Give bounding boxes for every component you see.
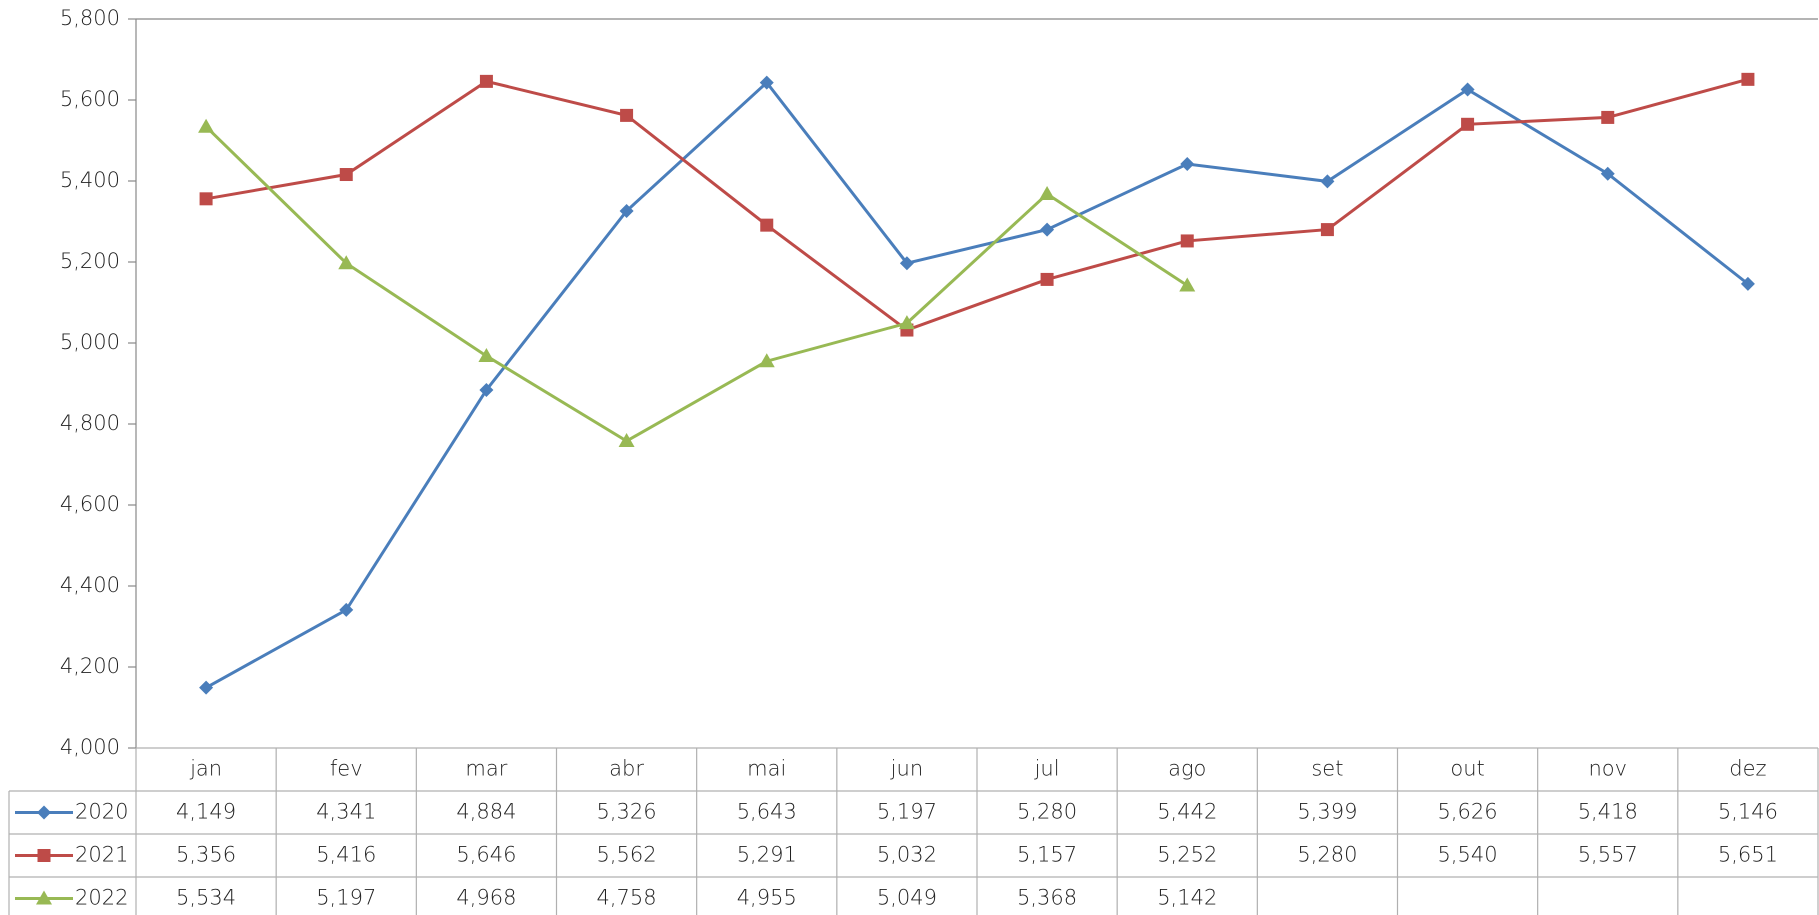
y-tick-label: 4,600 — [60, 492, 120, 516]
x-tick-label: mar — [465, 757, 507, 781]
table-value: 5,540 — [1438, 843, 1498, 867]
table-value: 4,884 — [456, 800, 516, 824]
marker — [1040, 272, 1054, 286]
x-tick-label: mai — [747, 757, 786, 781]
marker — [479, 74, 493, 88]
marker — [759, 75, 774, 90]
marker — [620, 108, 634, 122]
x-tick-label: jun — [890, 757, 923, 781]
table-value: 5,651 — [1718, 843, 1778, 867]
table-value: 5,646 — [456, 843, 516, 867]
table-value: 5,291 — [737, 843, 797, 867]
legend-marker — [37, 805, 51, 820]
series-line — [205, 125, 1189, 443]
marker — [1741, 72, 1755, 86]
marker — [339, 602, 354, 617]
y-tick-label: 5,800 — [60, 6, 120, 30]
x-tick-label: jan — [189, 757, 222, 781]
marker — [760, 218, 774, 232]
legend-label: 2020 — [75, 800, 128, 824]
y-tick-label: 5,000 — [60, 330, 120, 354]
table-value: 4,149 — [176, 800, 236, 824]
marker — [1179, 277, 1196, 292]
marker — [198, 118, 215, 133]
marker — [1601, 110, 1615, 124]
table-value: 5,049 — [877, 886, 937, 910]
legend-marker — [36, 890, 52, 905]
marker — [1040, 222, 1055, 237]
series-line — [205, 77, 1749, 332]
marker — [199, 680, 214, 695]
table-value: 5,626 — [1438, 800, 1498, 824]
table-value: 5,252 — [1157, 843, 1217, 867]
y-tick-label: 4,000 — [60, 735, 120, 759]
y-tick-label: 5,600 — [60, 87, 120, 111]
marker — [1180, 156, 1195, 171]
table-value: 5,326 — [597, 800, 657, 824]
table-value: 5,280 — [1297, 843, 1357, 867]
marker — [1740, 276, 1755, 291]
x-tick-label: nov — [1588, 757, 1627, 781]
legend-label: 2021 — [75, 843, 128, 867]
table-value: 4,968 — [456, 886, 516, 910]
y-tick-label: 4,800 — [60, 411, 120, 435]
table-value: 5,032 — [877, 843, 937, 867]
table-value: 5,197 — [877, 800, 937, 824]
x-tick-label: abr — [609, 757, 644, 781]
table-value: 5,418 — [1578, 800, 1638, 824]
y-tick-label: 5,200 — [60, 249, 120, 273]
table-value: 5,442 — [1157, 800, 1217, 824]
marker — [339, 168, 353, 182]
table-value: 5,562 — [597, 843, 657, 867]
table-value: 5,146 — [1718, 800, 1778, 824]
marker — [618, 433, 635, 448]
table-value: 5,280 — [1017, 800, 1077, 824]
marker — [899, 256, 914, 271]
y-tick-label: 4,200 — [60, 654, 120, 678]
table-value: 5,534 — [176, 886, 236, 910]
marker — [619, 203, 634, 218]
y-tick-label: 5,400 — [60, 168, 120, 192]
marker — [758, 353, 775, 368]
marker — [1600, 166, 1615, 181]
table-value: 4,955 — [737, 886, 797, 910]
x-tick-label: jul — [1034, 757, 1060, 781]
x-tick-label: dez — [1729, 757, 1766, 781]
marker — [1460, 82, 1475, 97]
table-value: 5,416 — [316, 843, 376, 867]
x-tick-label: ago — [1168, 757, 1206, 781]
marker — [1320, 174, 1335, 189]
table-value: 5,142 — [1157, 886, 1217, 910]
table-value: 5,557 — [1578, 843, 1638, 867]
table-value: 4,758 — [597, 886, 657, 910]
table-value: 5,643 — [737, 800, 797, 824]
table-value: 4,341 — [316, 800, 376, 824]
marker — [898, 315, 915, 330]
marker — [478, 347, 495, 362]
series-line — [205, 80, 1749, 689]
x-tick-label: fev — [330, 757, 363, 781]
marker — [1180, 234, 1194, 248]
legend-marker — [37, 849, 51, 862]
marker — [199, 192, 213, 206]
marker — [1320, 223, 1334, 237]
marker — [338, 255, 355, 270]
marker — [1461, 117, 1475, 131]
table-value: 5,399 — [1297, 800, 1357, 824]
y-tick-label: 4,400 — [60, 573, 120, 597]
table-value: 5,368 — [1017, 886, 1077, 910]
table-value: 5,157 — [1017, 843, 1077, 867]
x-tick-label: out — [1450, 757, 1484, 781]
marker — [1039, 185, 1056, 200]
table-value: 5,356 — [176, 843, 236, 867]
table-value: 5,197 — [316, 886, 376, 910]
marker — [479, 382, 494, 397]
x-tick-label: set — [1311, 757, 1343, 781]
legend-label: 2022 — [75, 886, 128, 910]
